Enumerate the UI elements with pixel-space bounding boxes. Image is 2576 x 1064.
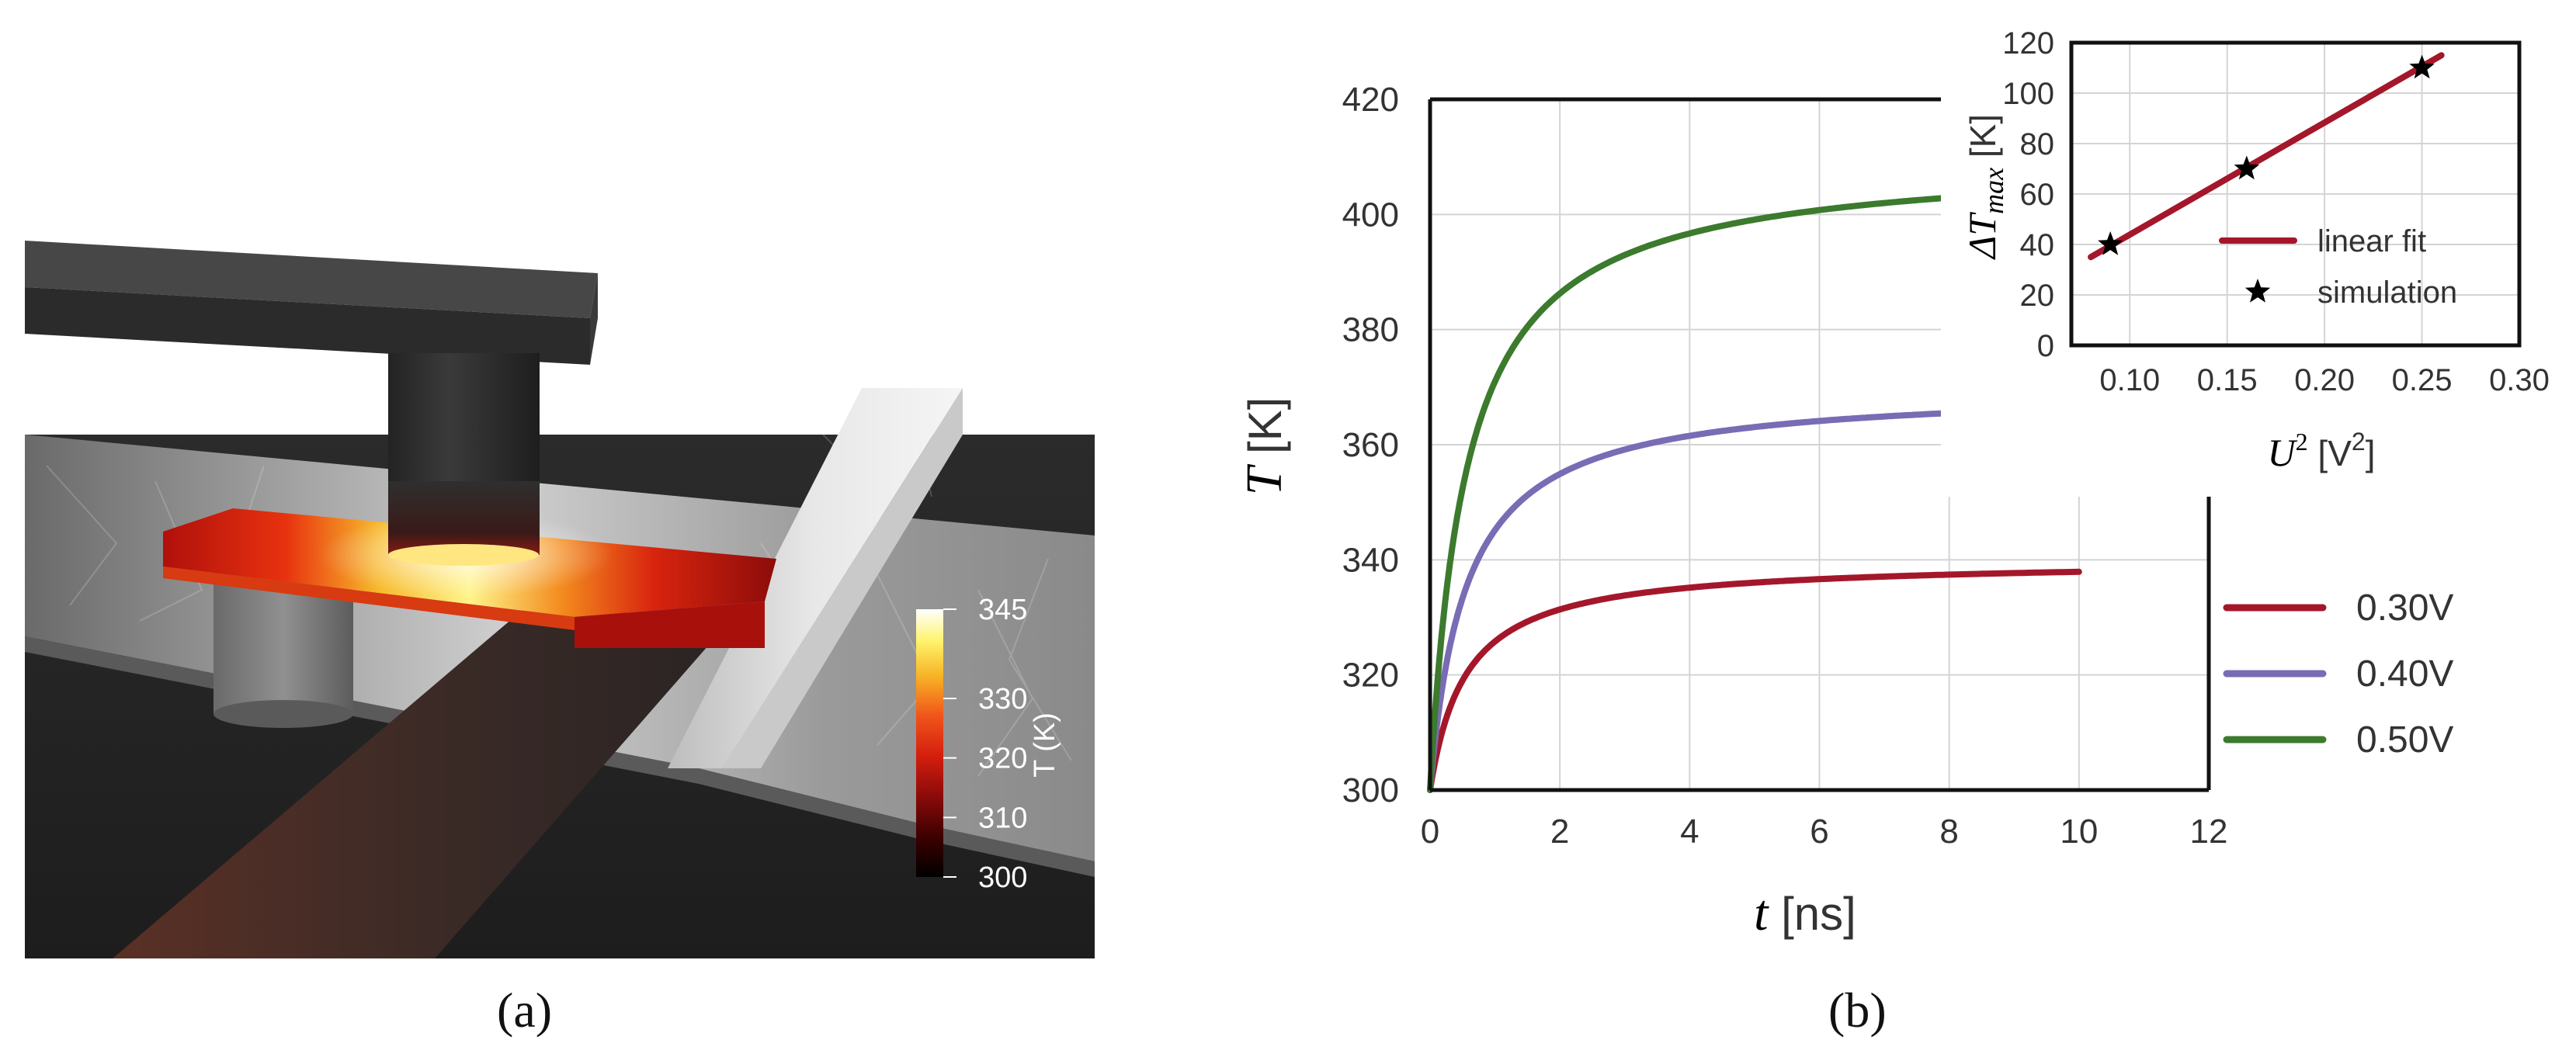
inset-xtick-label: 0.20 [2294,363,2355,397]
inset-marks [2088,52,2445,261]
inset-tick-labels: 0.10 0.15 0.20 0.25 0.30 0 20 40 60 80 100 120 [2002,26,2550,397]
caption-b-text: (b) [1828,983,1887,1038]
main-xlabel-unit: [ns] [1768,888,1856,940]
series-line-0.50V [1427,186,2082,793]
heater-slab-side [163,532,575,630]
main-ytick-label: 400 [1342,196,1399,234]
inset-frame [2069,40,2522,348]
top-crossbar-end [590,273,598,365]
main-xtick-label: 4 [1680,813,1699,851]
main-ytick-label: 360 [1342,426,1399,464]
main-ytick-label: 420 [1342,81,1399,119]
colorbar-ticks: 300 310 320 330 345 [943,594,1027,894]
top-crossbar-top [25,241,598,318]
main-series-lines [1427,186,2082,793]
main-xlabel: t [ns] [1754,885,1856,941]
main-xlabel-var: t [1754,885,1769,941]
main-ylabel-var: T [1236,463,1293,495]
inset-xlabel-unit-power: 2 [2352,428,2366,456]
inset-ytick-label: 100 [2002,77,2054,111]
inset-xtick-label: 0.10 [2099,363,2160,397]
main-ylabel-unit: [K] [1239,397,1291,467]
colorbar-tick-label: 300 [978,861,1027,894]
caption-a-text: (a) [497,983,553,1038]
lower-pillar-base [214,700,353,728]
main-xtick-label: 2 [1550,813,1569,851]
main-ylabel: T [K] [1236,397,1293,496]
inset-xlabel-unit: [V [2308,433,2352,473]
main-axes [1428,97,2211,792]
caption-a: (a) [497,982,552,1039]
top-crossbar-front [25,287,590,365]
inset-xtick-label: 0.15 [2197,363,2258,397]
upper-pillar-hot-end [388,481,540,555]
series-line-0.30V [1427,568,2082,793]
bottom-electrode-strip [113,605,730,958]
upper-pillar-contact [388,544,539,566]
colorbar-tick-label: 345 [978,594,1027,626]
inset-xlabel-var: U [2268,431,2298,474]
main-ytick-label: 340 [1342,541,1399,579]
beam-side-face [722,388,963,768]
inset-xlabel-unit-close: ] [2366,433,2376,473]
inset-legend-label-fit: linear fit [2317,224,2426,258]
inset-xlabel-power: 2 [2296,428,2308,456]
inset-legend-label-sim: simulation [2317,276,2457,310]
main-ytick-label: 320 [1342,657,1399,695]
colorbar-label: T (K) [1029,712,1061,778]
main-legend: 0.30V 0.40V 0.50V [2223,587,2453,761]
main-ytick-label: 380 [1342,311,1399,349]
main-xtick-label: 12 [2190,813,2228,851]
panel-a-render: 300 310 320 330 345 T (K) [25,241,1095,958]
simulation-point [2098,231,2123,255]
heater-slab-front [575,601,765,648]
main-xtick-label: 10 [2060,813,2098,851]
linear-fit-line [2088,52,2445,261]
simulation-point [2409,54,2435,79]
legend-label-0.30V: 0.30V [2356,587,2453,629]
main-xtick-label: 8 [1939,813,1958,851]
inset-legend: linear fit simulation [2219,224,2457,310]
main-xtick-label: 6 [1810,813,1828,851]
main-xtick-label: 0 [1421,813,1439,851]
inset-xtick-label: 0.30 [2489,363,2550,397]
inset-ytick-label: 0 [2037,329,2054,363]
inset-axes [2069,40,2522,348]
colorbar-tick-label: 310 [978,802,1027,834]
inset-xlabel: U2 [V2] [2268,428,2376,474]
colorbar-tick-label: 330 [978,683,1027,716]
inset-ylabel: ΔTmax [K] [1960,114,2009,260]
inset-ytick-label: 60 [2020,178,2055,212]
inset-legend-swatch-star [2244,279,2271,303]
main-ytick-label: 300 [1342,771,1399,809]
colorbar-tick-label: 320 [978,743,1027,775]
legend-label-0.50V: 0.50V [2356,719,2453,761]
inset-ylabel-unit: [K] [1963,114,2003,168]
top-electrode-beam [668,388,963,768]
simulation-point [2234,155,2259,180]
inset-ytick-label: 20 [2020,279,2055,313]
series-line-0.40V [1427,410,1953,793]
legend-label-0.40V: 0.40V [2356,653,2453,695]
inset-background [1941,31,2546,497]
caption-b: (b) [1828,982,1887,1039]
inset-xtick-label: 0.25 [2392,363,2453,397]
inset-ylabel-var: ΔT [1960,212,2004,260]
inset-ylabel-sub: max [1978,168,2009,214]
inset-ytick-label: 80 [2020,127,2055,161]
inset-ytick-label: 40 [2020,228,2055,262]
colorbar [916,609,943,877]
inset-ytick-label: 120 [2002,26,2054,61]
